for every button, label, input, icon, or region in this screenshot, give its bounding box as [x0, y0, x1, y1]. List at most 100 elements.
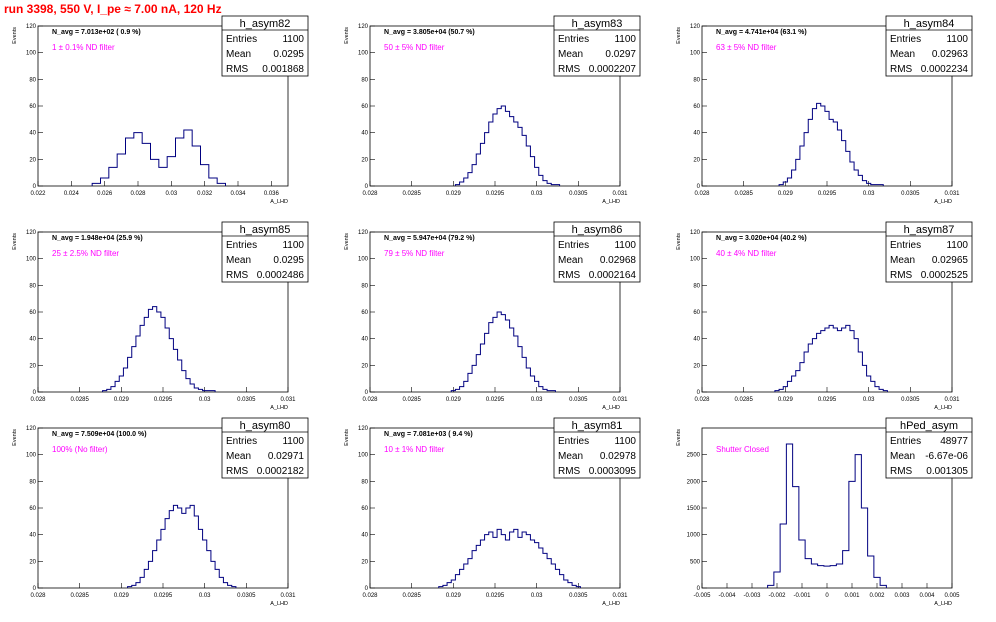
histogram-bin [522, 135, 526, 186]
histogram-plot: 0 20 40 60 80 100 120 0.028 0.0285 0.029 0.0295 0.0… [12, 221, 309, 411]
histogram-bin [799, 540, 805, 588]
stats-value-entries: 1100 [282, 240, 304, 251]
histogram-bin [148, 309, 152, 392]
histogram-bin [476, 545, 480, 588]
x-tick-label: -0.004 [718, 593, 736, 599]
histogram-bin [111, 387, 115, 392]
stats-box [553, 221, 641, 283]
x-tick-label: -0.005 [693, 593, 711, 599]
stats-value-mean: 0.0297 [605, 49, 636, 60]
histogram-bin [858, 175, 862, 186]
histogram-bin [501, 106, 505, 186]
histogram-bin [476, 355, 480, 392]
x-tick-label: 0.031 [612, 593, 628, 599]
histogram-bin [808, 119, 812, 186]
histogram-bin [796, 159, 800, 186]
histogram-bin [535, 167, 539, 186]
histogram-bin [862, 181, 866, 186]
histogram-bin [530, 376, 534, 392]
n-avg-label: N_avg = 7.509e+04 (100.0 %) [52, 431, 147, 438]
histogram-bin [829, 119, 833, 186]
stats-value-rms: 0.0002234 [921, 64, 969, 75]
stats-value-mean: 0.02963 [932, 49, 969, 60]
y-tick-label: 20 [29, 157, 36, 163]
y-tick-label: 120 [690, 24, 701, 30]
histogram-bin [829, 325, 833, 392]
histogram-bin [551, 564, 555, 588]
x-axis-title: A_LHD [602, 601, 620, 607]
stats-label-mean: Mean [558, 255, 583, 266]
y-tick-label: 60 [361, 310, 368, 316]
histogram-bin [207, 391, 211, 392]
histogram-bin [144, 569, 148, 588]
y-tick-label: 80 [361, 77, 368, 83]
histogram-bin [551, 185, 555, 186]
filter-label: 79 ± 5% ND filter [384, 249, 445, 258]
histogram-bin [526, 368, 530, 392]
histogram-name: h_asym81 [572, 420, 623, 432]
histogram-bin [530, 157, 534, 186]
histogram-bin [858, 352, 862, 392]
panel-h-asym84: 0 20 40 60 80 100 120 0.028 0.0285 0.029 0.0295 0.0… [664, 14, 994, 219]
filter-label: 40 ± 4% ND filter [716, 249, 777, 258]
stats-value-entries: 1100 [614, 436, 636, 447]
histogram-bin [468, 173, 472, 186]
filter-label: Shutter Closed [716, 445, 769, 454]
histogram-bin [547, 559, 551, 588]
histogram-bin [539, 175, 543, 186]
histogram-bin [455, 185, 459, 186]
histogram-bin [148, 561, 152, 588]
x-tick-label: 0.031 [280, 397, 296, 403]
x-tick-label: 0.024 [64, 191, 80, 197]
x-tick-label: 0.03 [531, 593, 543, 599]
x-tick-label: 0.036 [264, 191, 280, 197]
x-tick-label: 0.03 [199, 397, 211, 403]
histogram-outline [91, 129, 226, 186]
histogram-bin [572, 585, 576, 588]
y-tick-label: 40 [693, 337, 700, 343]
stats-label-entries: Entries [226, 240, 257, 251]
stats-value-entries: 1100 [946, 240, 968, 251]
stats-label-rms: RMS [226, 270, 249, 281]
histogram-bin [817, 103, 821, 186]
stats-value-rms: 0.001868 [262, 64, 304, 75]
stats-label-mean: Mean [890, 451, 915, 462]
histogram-bin [518, 127, 522, 186]
histogram-bin [804, 352, 808, 392]
histogram-outline [454, 105, 561, 186]
stats-value-mean: 0.0295 [273, 49, 304, 60]
histogram-bin [842, 141, 846, 186]
histogram-bin [774, 572, 780, 588]
histogram-bin [201, 165, 209, 186]
histogram-bin [451, 580, 455, 588]
histogram-bin [786, 444, 792, 588]
histogram-bin [443, 585, 447, 588]
stats-value-rms: 0.0002164 [589, 270, 637, 281]
stats-label-rms: RMS [226, 64, 249, 75]
histogram-bin [476, 154, 480, 186]
histogram-bin [576, 587, 580, 588]
y-tick-label: 100 [358, 51, 369, 57]
histogram-plot: 0 20 40 60 80 100 120 0.028 0.0285 0.029 0.0295 0.0… [344, 15, 641, 205]
x-tick-label: 0.0295 [154, 593, 173, 599]
n-avg-label: N_avg = 3.020e+04 (40.2 %) [716, 235, 807, 242]
y-tick-label: 0 [697, 586, 701, 592]
histogram-bin [161, 317, 165, 392]
histogram-bin [505, 320, 509, 392]
histogram-bin [804, 133, 808, 186]
y-tick-label: 100 [358, 453, 369, 459]
x-tick-label: -0.003 [743, 593, 761, 599]
histogram-bin [101, 178, 109, 186]
y-tick-label: 80 [29, 283, 36, 289]
x-tick-label: 0.0295 [486, 191, 505, 197]
histogram-bin [811, 564, 817, 588]
histogram-bin [192, 146, 200, 186]
y-tick-label: 20 [361, 363, 368, 369]
y-tick-label: 1000 [687, 533, 701, 539]
x-tick-label: 0.022 [30, 191, 46, 197]
histogram-bin [564, 580, 568, 588]
panel-h-asym86: 0 20 40 60 80 100 120 0.028 0.0285 0.029 0.0295 0.0… [332, 220, 662, 425]
histogram-outline [774, 324, 888, 392]
stats-label-rms: RMS [890, 466, 913, 477]
histogram-bin [854, 170, 858, 186]
